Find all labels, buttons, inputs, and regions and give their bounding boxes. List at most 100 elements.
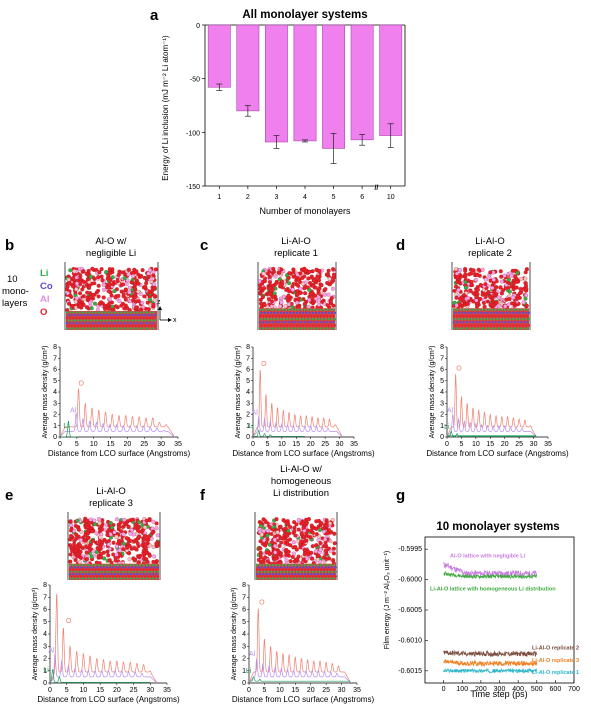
lattice-atom bbox=[263, 570, 267, 573]
lattice-atom bbox=[486, 311, 489, 314]
lattice-atom bbox=[319, 564, 323, 567]
lattice-atom bbox=[76, 575, 80, 578]
atom bbox=[112, 530, 117, 535]
caption-c-1: Li-Al-O bbox=[281, 236, 311, 247]
lattice-atom bbox=[109, 319, 112, 322]
atom bbox=[107, 301, 112, 306]
lattice-atom bbox=[454, 318, 457, 321]
lattice-atom bbox=[257, 566, 260, 569]
lattice-atom bbox=[139, 311, 142, 314]
lattice-atom bbox=[275, 568, 278, 571]
chart-title-g: 10 monolayer systems bbox=[436, 521, 559, 533]
atom bbox=[111, 282, 116, 287]
lattice-atom bbox=[492, 311, 496, 314]
lattice-atom bbox=[147, 570, 150, 573]
lattice-atom bbox=[99, 319, 102, 322]
lattice-atom bbox=[263, 318, 266, 321]
lattice-atom bbox=[294, 321, 297, 324]
atom bbox=[515, 270, 520, 275]
lattice-atom bbox=[279, 570, 283, 573]
lattice-atom bbox=[268, 568, 271, 571]
lattice-atom bbox=[497, 308, 500, 311]
lattice-atom bbox=[102, 575, 105, 578]
lattice-atom bbox=[126, 573, 129, 576]
atom bbox=[259, 520, 264, 525]
atom bbox=[101, 295, 106, 300]
lattice-atom bbox=[77, 314, 80, 317]
lattice-atom bbox=[484, 327, 488, 330]
lattice-atom bbox=[319, 321, 322, 324]
lattice-atom bbox=[258, 314, 262, 318]
lattice-atom bbox=[324, 575, 327, 578]
atom bbox=[119, 303, 124, 308]
lattice-atom bbox=[279, 318, 282, 321]
lattice-atom bbox=[83, 324, 86, 327]
lattice-atom bbox=[298, 324, 302, 327]
atom bbox=[476, 267, 481, 272]
lattice-atom bbox=[279, 566, 283, 569]
lattice-atom bbox=[302, 324, 305, 327]
lattice-atom bbox=[85, 316, 88, 319]
atom bbox=[74, 281, 79, 286]
atom bbox=[73, 548, 78, 553]
lattice-atom bbox=[297, 327, 300, 330]
density-line-Al bbox=[50, 653, 158, 684]
atom bbox=[260, 295, 265, 300]
lattice-atom bbox=[68, 568, 72, 571]
density-line-Li bbox=[447, 430, 537, 437]
atom bbox=[267, 524, 272, 529]
lattice-atom bbox=[500, 314, 504, 318]
y-tick-label: 7 bbox=[53, 355, 57, 362]
atom bbox=[74, 545, 79, 550]
lattice-atom bbox=[120, 577, 123, 580]
lattice-atom bbox=[110, 322, 113, 325]
lattice-atom bbox=[120, 327, 123, 330]
lattice-atom bbox=[329, 327, 332, 330]
lattice-atom bbox=[331, 566, 334, 569]
atom bbox=[295, 557, 300, 562]
lattice-atom bbox=[112, 324, 115, 327]
atom bbox=[73, 523, 78, 528]
lattice-atom bbox=[452, 314, 456, 318]
atom bbox=[137, 520, 142, 525]
lattice-atom bbox=[300, 327, 303, 330]
atom bbox=[497, 303, 502, 308]
lattice-atom bbox=[147, 575, 150, 578]
lattice-atom bbox=[303, 573, 307, 576]
atom bbox=[105, 532, 110, 537]
x-tick-label: 10 bbox=[80, 687, 88, 694]
lattice-atom bbox=[121, 319, 125, 322]
lattice-atom bbox=[150, 314, 153, 317]
lattice-atom bbox=[502, 311, 505, 314]
atom bbox=[478, 283, 483, 288]
lattice-atom bbox=[292, 570, 295, 573]
lattice-atom bbox=[508, 311, 512, 314]
atom bbox=[471, 291, 476, 296]
lattice-atom bbox=[524, 324, 528, 327]
lattice-atom bbox=[91, 577, 94, 580]
lattice-atom bbox=[105, 324, 109, 327]
lattice-atom bbox=[467, 324, 470, 327]
lattice-atom bbox=[500, 321, 504, 324]
lattice-atom bbox=[94, 573, 97, 576]
lattice-atom bbox=[69, 311, 72, 314]
lattice-atom bbox=[255, 577, 259, 580]
lattice-atom bbox=[75, 568, 78, 571]
y-tick-label-a: -100 bbox=[186, 130, 200, 137]
atom bbox=[131, 556, 136, 561]
lattice-atom bbox=[334, 318, 337, 321]
atom bbox=[291, 270, 296, 275]
y-tick-label: 3 bbox=[53, 400, 57, 407]
atom bbox=[74, 536, 79, 541]
lattice-atom bbox=[75, 327, 78, 330]
lattice-atom bbox=[92, 570, 96, 573]
lattice-atom bbox=[281, 577, 284, 580]
atom bbox=[114, 534, 119, 539]
atom bbox=[296, 527, 301, 532]
lattice-atom bbox=[267, 566, 270, 569]
lattice-atom bbox=[129, 564, 132, 567]
atom bbox=[483, 282, 488, 287]
